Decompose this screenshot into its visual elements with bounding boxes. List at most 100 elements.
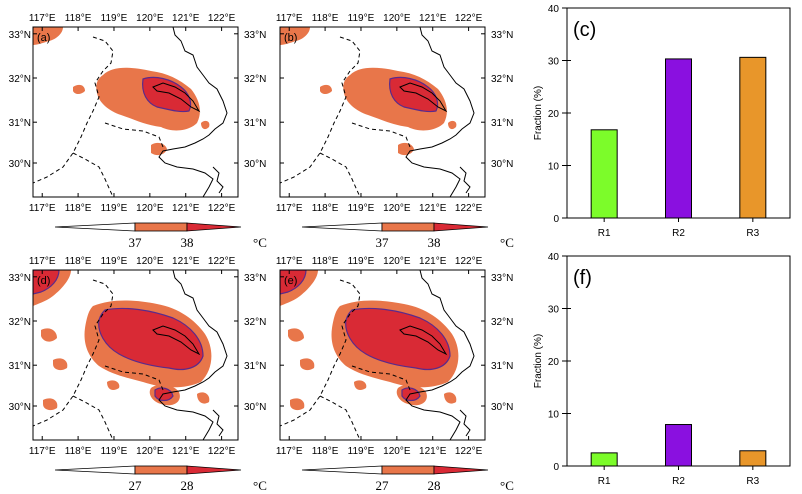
lon-tick-label-top: 120°E xyxy=(383,13,411,24)
y-tick-label: 40 xyxy=(548,252,560,263)
shade-low-region xyxy=(354,380,367,390)
lon-tick-label-top: 122°E xyxy=(208,256,236,267)
lon-tick-label-bottom: 119°E xyxy=(101,446,128,457)
lon-tick-label-top: 118°E xyxy=(65,256,92,267)
lat-tick-label: 33°N xyxy=(244,30,266,41)
lon-tick-label-top: 121°E xyxy=(419,256,447,267)
colorbar-high-triangle xyxy=(186,465,242,475)
bar-r3 xyxy=(739,450,767,467)
map-content xyxy=(33,270,228,440)
shade-low-region xyxy=(73,84,85,94)
lon-tick-label-bottom: 121°E xyxy=(172,203,200,214)
lon-tick-label-bottom: 120°E xyxy=(383,203,411,214)
shade-low-region xyxy=(300,358,315,371)
lon-tick-label-top: 120°E xyxy=(136,256,164,267)
colorbar-high-triangle xyxy=(186,222,242,232)
lon-tick-label-bottom: 122°E xyxy=(208,203,236,214)
panel-label: (c) xyxy=(573,19,596,41)
colorbar-level-2: 38 xyxy=(181,235,194,250)
shade-low-region xyxy=(33,27,63,45)
x-tick-label: R2 xyxy=(672,476,685,487)
lat-tick-label: 33°N xyxy=(491,273,513,284)
x-tick-label: R1 xyxy=(598,228,611,239)
map-content xyxy=(280,270,475,440)
lon-tick-label-top: 121°E xyxy=(419,13,447,24)
colorbar-unit: °C xyxy=(253,478,267,493)
colorbar-high-triangle xyxy=(433,465,489,475)
shade-low-region xyxy=(290,398,305,411)
bar-r3 xyxy=(739,56,767,219)
y-tick-label: 0 xyxy=(553,214,559,225)
lon-tick-label-top: 119°E xyxy=(101,256,128,267)
shade-low-region xyxy=(43,398,58,411)
colorbar-low-triangle xyxy=(301,222,383,232)
colorbar-unit: °C xyxy=(253,235,267,250)
lat-tick-label: 31°N xyxy=(244,118,266,129)
map-frame xyxy=(279,26,486,198)
lon-tick-label-bottom: 121°E xyxy=(419,446,447,457)
colorbar-low-triangle xyxy=(54,465,136,475)
lat-tick-label: 30°N xyxy=(491,402,513,413)
lon-tick-label-top: 119°E xyxy=(348,256,375,267)
lon-tick-label-bottom: 119°E xyxy=(348,203,375,214)
map-panel: (a) 117°E 117°E 118°E 118°E 119°E 119°E 120°E 12… xyxy=(9,13,267,250)
lat-tick-label: 30°N xyxy=(244,159,266,170)
colorbar-level-1: 37 xyxy=(376,235,390,250)
lon-tick-label-top: 117°E xyxy=(276,13,303,24)
lon-tick-label-bottom: 119°E xyxy=(101,203,128,214)
colorbar-high-triangle xyxy=(433,222,489,232)
lon-tick-label-top: 119°E xyxy=(101,13,128,24)
bar-r2 xyxy=(665,424,692,467)
colorbar: 37 38 °C xyxy=(301,222,514,250)
lon-tick-label-top: 120°E xyxy=(136,13,164,24)
lon-tick-label-top: 118°E xyxy=(312,256,339,267)
shade-low-region xyxy=(197,392,210,404)
y-tick-label: 30 xyxy=(548,57,560,68)
lat-tick-label: 33°N xyxy=(491,30,513,41)
lon-tick-label-bottom: 121°E xyxy=(172,446,200,457)
y-tick-label: 20 xyxy=(548,109,560,120)
bar-chart: 0 10 20 30 40 Fraction (%) (c) R1 R2 R3 xyxy=(533,4,791,239)
lon-tick-label-top: 117°E xyxy=(29,256,56,267)
x-tick-label: R1 xyxy=(598,476,611,487)
lon-tick-label-bottom: 120°E xyxy=(136,203,164,214)
colorbar-level-2: 28 xyxy=(428,478,441,493)
lat-tick-label: 31°N xyxy=(244,361,266,372)
lon-tick-label-top: 122°E xyxy=(455,13,483,24)
map-panel: (e) 117°E 117°E 118°E 118°E 119°E 119°E 120°E 12… xyxy=(276,256,514,493)
y-axis-label: Fraction (%) xyxy=(533,334,544,388)
panel-label: (e) xyxy=(284,275,297,287)
panel-label: (f) xyxy=(573,267,592,289)
colorbar-level-1: 27 xyxy=(376,478,390,493)
lon-tick-label-bottom: 118°E xyxy=(65,446,92,457)
shade-high-region xyxy=(33,270,60,295)
bar-r2 xyxy=(665,58,692,219)
lon-tick-label-bottom: 122°E xyxy=(455,203,483,214)
lon-tick-label-top: 117°E xyxy=(276,256,303,267)
y-axis-label: Fraction (%) xyxy=(533,86,544,140)
lat-tick-label: 31°N xyxy=(491,118,513,129)
bar-r1 xyxy=(590,452,618,467)
lat-tick-label-left: 30°N xyxy=(9,402,31,413)
lat-tick-label: 30°N xyxy=(491,159,513,170)
lat-tick-label: 33°N xyxy=(244,273,266,284)
lat-tick-label: 30°N xyxy=(244,402,266,413)
shade-low-region xyxy=(448,120,457,130)
lon-tick-label-top: 118°E xyxy=(312,13,339,24)
lon-tick-label-bottom: 118°E xyxy=(312,203,339,214)
lon-tick-label-top: 120°E xyxy=(383,256,411,267)
map-frame xyxy=(32,269,239,441)
map-panels: (a) 117°E 117°E 118°E 118°E 119°E 119°E 120°E 12… xyxy=(9,13,514,493)
x-tick-label: R3 xyxy=(746,228,759,239)
lon-tick-label-bottom: 122°E xyxy=(208,446,236,457)
lat-tick-label: 32°N xyxy=(491,317,513,328)
colorbar-mid-segment xyxy=(134,465,188,475)
lon-tick-label-bottom: 117°E xyxy=(276,446,303,457)
colorbar-low-triangle xyxy=(301,465,383,475)
map-panel: (d) 117°E 117°E 118°E 118°E 119°E 119°E 120°E 12… xyxy=(9,256,267,493)
lon-tick-label-bottom: 118°E xyxy=(312,446,339,457)
map-panel: (b) 117°E 117°E 118°E 118°E 119°E 119°E 120°E 12… xyxy=(276,13,514,250)
shade-low-region xyxy=(288,328,304,342)
lon-tick-label-top: 121°E xyxy=(172,256,200,267)
lon-tick-label-bottom: 117°E xyxy=(276,203,303,214)
